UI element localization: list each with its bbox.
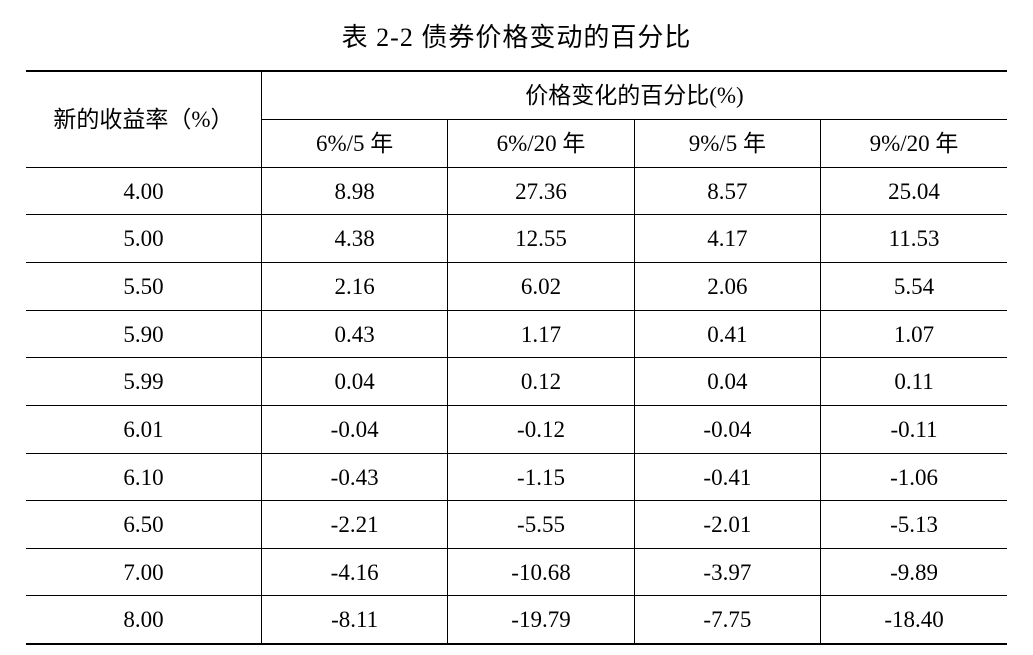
value-cell: -5.13	[821, 501, 1007, 549]
table-row: 5.502.166.022.065.54	[26, 262, 1007, 310]
value-cell: 8.98	[261, 167, 447, 215]
value-cell: 2.06	[634, 262, 820, 310]
value-cell: 11.53	[821, 215, 1007, 263]
yield-cell: 6.10	[26, 453, 261, 501]
value-cell: -10.68	[448, 548, 634, 596]
table-head: 新的收益率（%） 价格变化的百分比(%) 6%/5 年 6%/20 年 9%/5…	[26, 71, 1007, 167]
value-cell: 0.12	[448, 358, 634, 406]
table-row: 5.900.431.170.411.07	[26, 310, 1007, 358]
value-cell: -18.40	[821, 596, 1007, 644]
col-header-6pct-20yr: 6%/20 年	[448, 120, 634, 168]
table-body: 4.008.9827.368.5725.045.004.3812.554.171…	[26, 167, 1007, 644]
value-cell: -0.04	[634, 405, 820, 453]
value-cell: -0.11	[821, 405, 1007, 453]
table-row: 5.990.040.120.040.11	[26, 358, 1007, 406]
value-cell: -1.06	[821, 453, 1007, 501]
col-header-9pct-20yr: 9%/20 年	[821, 120, 1007, 168]
value-cell: 5.54	[821, 262, 1007, 310]
table-row: 6.01-0.04-0.12-0.04-0.11	[26, 405, 1007, 453]
yield-cell: 4.00	[26, 167, 261, 215]
value-cell: -4.16	[261, 548, 447, 596]
value-cell: 2.16	[261, 262, 447, 310]
value-cell: 4.17	[634, 215, 820, 263]
table-row: 8.00-8.11-19.79-7.75-18.40	[26, 596, 1007, 644]
yield-cell: 8.00	[26, 596, 261, 644]
value-cell: 1.17	[448, 310, 634, 358]
table-caption: 表 2-2 债券价格变动的百分比	[26, 20, 1007, 56]
table-row: 5.004.3812.554.1711.53	[26, 215, 1007, 263]
value-cell: -0.43	[261, 453, 447, 501]
yield-cell: 7.00	[26, 548, 261, 596]
value-cell: -9.89	[821, 548, 1007, 596]
value-cell: 0.41	[634, 310, 820, 358]
yield-cell: 6.01	[26, 405, 261, 453]
table-row: 6.10-0.43-1.15-0.41-1.06	[26, 453, 1007, 501]
table-header-row-1: 新的收益率（%） 价格变化的百分比(%)	[26, 71, 1007, 119]
value-cell: 6.02	[448, 262, 634, 310]
yield-cell: 5.50	[26, 262, 261, 310]
value-cell: 1.07	[821, 310, 1007, 358]
yield-cell: 5.00	[26, 215, 261, 263]
value-cell: 0.04	[261, 358, 447, 406]
value-cell: -0.12	[448, 405, 634, 453]
page: 表 2-2 债券价格变动的百分比 新的收益率（%） 价格变化的百分比(%) 6%…	[0, 0, 1033, 655]
value-cell: 27.36	[448, 167, 634, 215]
value-cell: 0.04	[634, 358, 820, 406]
value-cell: -2.01	[634, 501, 820, 549]
row-header-label: 新的收益率（%）	[26, 71, 261, 167]
table-row: 6.50-2.21-5.55-2.01-5.13	[26, 501, 1007, 549]
value-cell: 0.11	[821, 358, 1007, 406]
value-cell: 4.38	[261, 215, 447, 263]
col-header-9pct-5yr: 9%/5 年	[634, 120, 820, 168]
span-header-label: 价格变化的百分比(%)	[261, 71, 1007, 119]
value-cell: 8.57	[634, 167, 820, 215]
bond-price-change-table: 新的收益率（%） 价格变化的百分比(%) 6%/5 年 6%/20 年 9%/5…	[26, 70, 1007, 645]
value-cell: -5.55	[448, 501, 634, 549]
value-cell: 12.55	[448, 215, 634, 263]
value-cell: -3.97	[634, 548, 820, 596]
yield-cell: 5.99	[26, 358, 261, 406]
col-header-6pct-5yr: 6%/5 年	[261, 120, 447, 168]
value-cell: 25.04	[821, 167, 1007, 215]
value-cell: 0.43	[261, 310, 447, 358]
yield-cell: 6.50	[26, 501, 261, 549]
value-cell: -0.04	[261, 405, 447, 453]
value-cell: -0.41	[634, 453, 820, 501]
value-cell: -19.79	[448, 596, 634, 644]
value-cell: -1.15	[448, 453, 634, 501]
yield-cell: 5.90	[26, 310, 261, 358]
value-cell: -2.21	[261, 501, 447, 549]
table-row: 4.008.9827.368.5725.04	[26, 167, 1007, 215]
table-row: 7.00-4.16-10.68-3.97-9.89	[26, 548, 1007, 596]
value-cell: -8.11	[261, 596, 447, 644]
value-cell: -7.75	[634, 596, 820, 644]
